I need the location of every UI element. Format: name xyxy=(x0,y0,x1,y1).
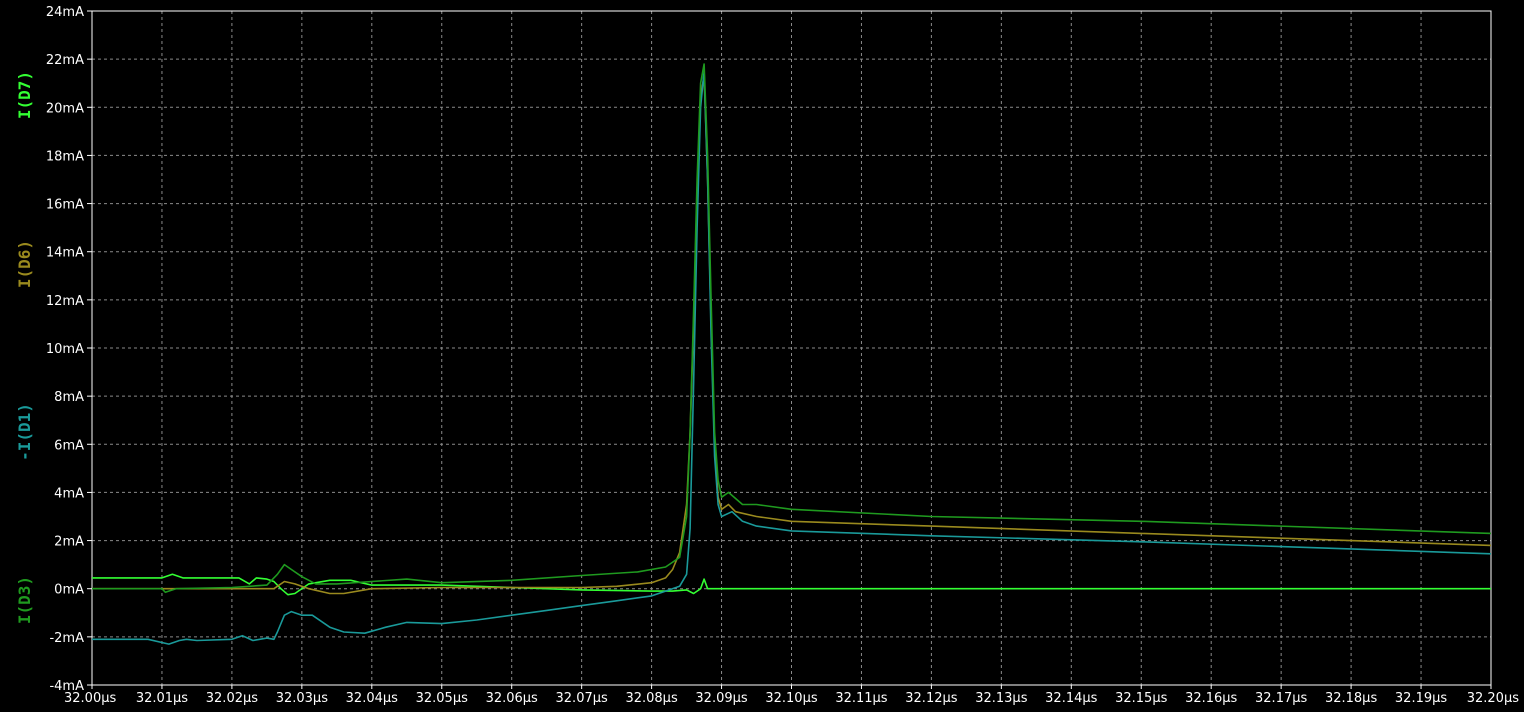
trace-label-id6: I(D6) xyxy=(15,240,34,288)
y-tick-label: 12mA xyxy=(46,294,84,309)
trace-label-id7: I(D7) xyxy=(15,71,34,119)
x-tick-label: 32.17µs xyxy=(1255,691,1307,706)
x-tick-label: 32.01µs xyxy=(136,691,188,706)
y-tick-label: 8mA xyxy=(54,390,84,405)
y-tick-label: 20mA xyxy=(46,101,84,116)
trace-label-id1: -I(D1) xyxy=(15,403,34,461)
x-tick-label: 32.16µs xyxy=(1185,691,1237,706)
x-tick-label: 32.08µs xyxy=(625,691,677,706)
y-axis-tick-labels: -4mA -2mA 0mA 2mA 4mA 6mA 8mA 10mA 12mA 14mA 16mA 1… xyxy=(46,5,92,694)
traces xyxy=(92,63,1492,645)
trace-label-id3: I(D3) xyxy=(15,576,34,624)
y-tick-label: 0mA xyxy=(54,583,84,598)
trace-id3 xyxy=(92,63,1492,594)
x-tick-label: 32.11µs xyxy=(835,691,887,706)
trace-id7 xyxy=(92,573,1491,596)
x-tick-label: 32.14µs xyxy=(1045,691,1097,706)
x-tick-label: 32.15µs xyxy=(1115,691,1167,706)
x-tick-label: 32.13µs xyxy=(975,691,1027,706)
x-tick-label: 32.07µs xyxy=(556,691,608,706)
y-tick-label: 18mA xyxy=(46,149,84,164)
trace-labels: I(D7) I(D6) -I(D1) I(D3) xyxy=(15,71,34,624)
y-tick-label: 22mA xyxy=(46,53,84,68)
x-tick-label: 32.05µs xyxy=(416,691,468,706)
trace-id6 xyxy=(92,75,1492,595)
y-tick-label: -2mA xyxy=(49,631,84,646)
x-tick-label: 32.00µs xyxy=(64,691,116,706)
x-axis-tick-labels: 32.00µs 32.01µs 32.02µs 32.03µs 32.04µs 32.05… xyxy=(64,685,1519,706)
plot-grid xyxy=(92,11,1491,685)
x-tick-label: 32.12µs xyxy=(905,691,957,706)
y-tick-label: -4mA xyxy=(49,679,84,694)
y-tick-label: 16mA xyxy=(46,198,84,213)
x-tick-label: 32.02µs xyxy=(206,691,258,706)
y-tick-label: 14mA xyxy=(46,246,84,261)
y-tick-label: 2mA xyxy=(54,535,84,550)
x-tick-label: 32.04µs xyxy=(346,691,398,706)
x-tick-label: 32.18µs xyxy=(1325,691,1377,706)
trace-id1 xyxy=(92,70,1492,645)
y-tick-label: 24mA xyxy=(46,5,84,20)
x-tick-label: 32.03µs xyxy=(276,691,328,706)
x-tick-label: 32.19µs xyxy=(1395,691,1447,706)
x-tick-label: 32.10µs xyxy=(765,691,817,706)
x-tick-label: 32.20µs xyxy=(1467,691,1519,706)
y-tick-label: 6mA xyxy=(54,438,84,453)
x-tick-label: 32.06µs xyxy=(486,691,538,706)
y-tick-label: 10mA xyxy=(46,342,84,357)
y-tick-label: 4mA xyxy=(54,486,84,501)
x-tick-label: 32.09µs xyxy=(695,691,747,706)
